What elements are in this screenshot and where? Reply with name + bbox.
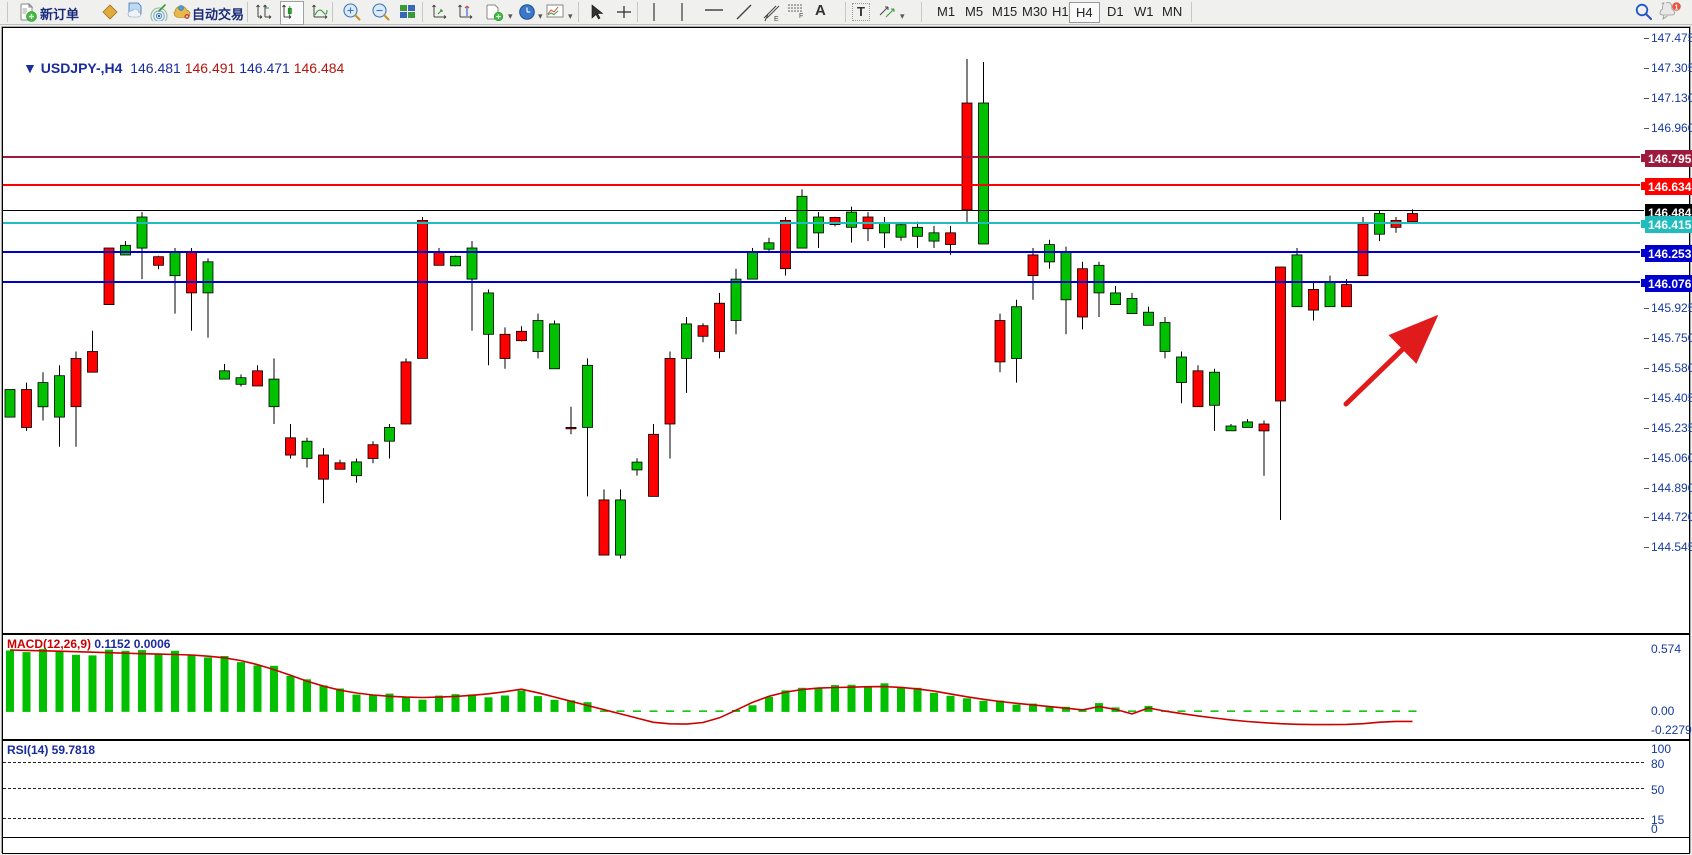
svg-text:1: 1 (1675, 4, 1679, 11)
